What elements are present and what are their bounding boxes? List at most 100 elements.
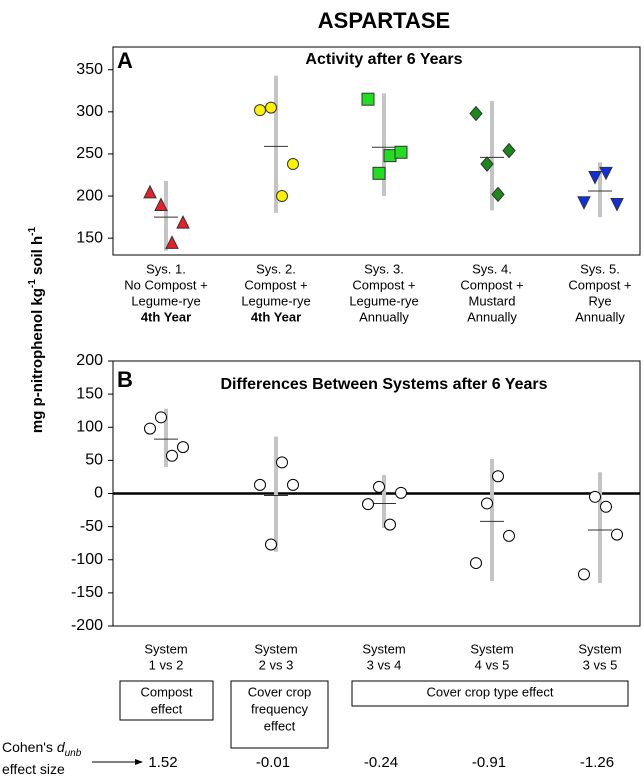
point xyxy=(254,104,266,117)
y-tick-label: -50 xyxy=(80,518,103,535)
x-tick-label: 4th Year xyxy=(251,309,301,324)
x-tick-label: Mustard xyxy=(469,293,516,308)
figure-title: ASPARTASE xyxy=(318,8,450,33)
point xyxy=(589,490,601,503)
point xyxy=(395,486,407,499)
point xyxy=(165,235,179,249)
cohens-d-value: -0.91 xyxy=(472,754,506,771)
point xyxy=(600,500,612,513)
point xyxy=(577,196,591,210)
point xyxy=(492,470,504,483)
point xyxy=(578,568,590,581)
point xyxy=(265,101,277,114)
x-tick-label: 4 vs 5 xyxy=(475,657,510,672)
text-part: mg p-nitrophenol kg xyxy=(29,288,46,433)
point xyxy=(144,422,156,435)
x-tick-label: 3 vs 5 xyxy=(583,657,618,672)
effect-box xyxy=(230,680,329,749)
cohens-d-value: 1.52 xyxy=(148,754,177,771)
x-tick-label: System xyxy=(578,641,621,656)
y-tick-label: 250 xyxy=(76,145,103,162)
point xyxy=(254,478,266,491)
arrow-head xyxy=(135,759,143,765)
point xyxy=(155,411,167,424)
point xyxy=(287,478,299,491)
x-tick-label: Sys. 3. xyxy=(364,261,404,276)
point xyxy=(611,528,623,541)
x-tick-label: Sys. 2. xyxy=(256,261,296,276)
point xyxy=(166,449,178,462)
y-tick-label: -150 xyxy=(71,584,103,601)
point xyxy=(373,480,385,493)
point xyxy=(361,92,375,106)
point xyxy=(599,166,613,181)
y-tick-label: 200 xyxy=(76,187,103,204)
x-tick-label: Compost + xyxy=(352,277,415,292)
x-tick-label: Sys. 4. xyxy=(472,261,512,276)
y-tick-label: 300 xyxy=(76,103,103,120)
y-tick-label: 150 xyxy=(76,385,103,402)
text-part: Cohen's xyxy=(2,739,57,755)
text-part: d xyxy=(57,739,66,755)
point xyxy=(176,215,190,229)
point xyxy=(287,158,299,171)
panel-title: Activity after 6 Years xyxy=(305,51,462,68)
y-axis-label: mg p-nitrophenol kg-1 soil h-1 xyxy=(27,227,46,434)
point xyxy=(276,456,288,469)
x-tick-label: Legume-rye xyxy=(131,293,200,308)
text-part: effect size xyxy=(2,761,65,777)
point xyxy=(383,149,397,163)
y-tick-label: 200 xyxy=(76,352,103,369)
cohens-label: Cohen's dunb xyxy=(2,739,82,759)
text-part: -1 xyxy=(27,227,38,236)
x-tick-label: 3 vs 4 xyxy=(367,657,402,672)
y-tick-label: -200 xyxy=(71,617,103,634)
cohens-d-value: -0.01 xyxy=(256,754,290,771)
panel-title: Differences Between Systems after 6 Year… xyxy=(221,376,548,393)
point xyxy=(384,518,396,531)
x-tick-label: Annually xyxy=(467,309,517,324)
effect-label: Compost xyxy=(140,684,192,699)
point xyxy=(481,497,493,510)
x-tick-label: Compost + xyxy=(568,277,631,292)
x-tick-label: No Compost + xyxy=(124,277,207,292)
panel-letter: B xyxy=(117,367,133,392)
cohens-label: effect size xyxy=(2,761,65,777)
text-part: -1 xyxy=(27,279,38,288)
x-tick-label: Legume-rye xyxy=(349,293,418,308)
point xyxy=(143,184,157,199)
point xyxy=(610,197,624,212)
panel-letter: A xyxy=(117,48,133,73)
point xyxy=(394,145,408,159)
point xyxy=(588,171,602,185)
point xyxy=(177,441,189,454)
point xyxy=(469,105,483,122)
effect-label: Cover crop xyxy=(248,684,312,699)
x-tick-label: Compost + xyxy=(460,277,523,292)
x-tick-label: Rye xyxy=(588,293,611,308)
x-tick-label: 1 vs 2 xyxy=(149,657,184,672)
x-tick-label: System xyxy=(254,641,297,656)
y-tick-label: 350 xyxy=(76,61,103,78)
point xyxy=(265,538,277,551)
text-part: soil h xyxy=(29,236,46,279)
point xyxy=(480,156,494,172)
x-tick-label: Sys. 5. xyxy=(580,261,620,276)
y-tick-label: 50 xyxy=(85,452,103,469)
cohens-d-value: -1.26 xyxy=(580,754,614,771)
effect-label: effect xyxy=(264,718,296,733)
point xyxy=(491,186,505,203)
effect-label: Cover crop type effect xyxy=(427,684,554,699)
point xyxy=(502,142,516,159)
text-part: unb xyxy=(65,748,82,759)
x-tick-label: Compost + xyxy=(244,277,307,292)
y-tick-label: -100 xyxy=(71,551,103,568)
effect-label: frequency xyxy=(251,701,309,716)
point xyxy=(276,190,288,203)
x-tick-label: System xyxy=(470,641,513,656)
x-tick-label: Sys. 1. xyxy=(146,261,186,276)
y-tick-label: 150 xyxy=(76,229,103,246)
effect-box xyxy=(119,680,214,721)
x-tick-label: Annually xyxy=(359,309,409,324)
